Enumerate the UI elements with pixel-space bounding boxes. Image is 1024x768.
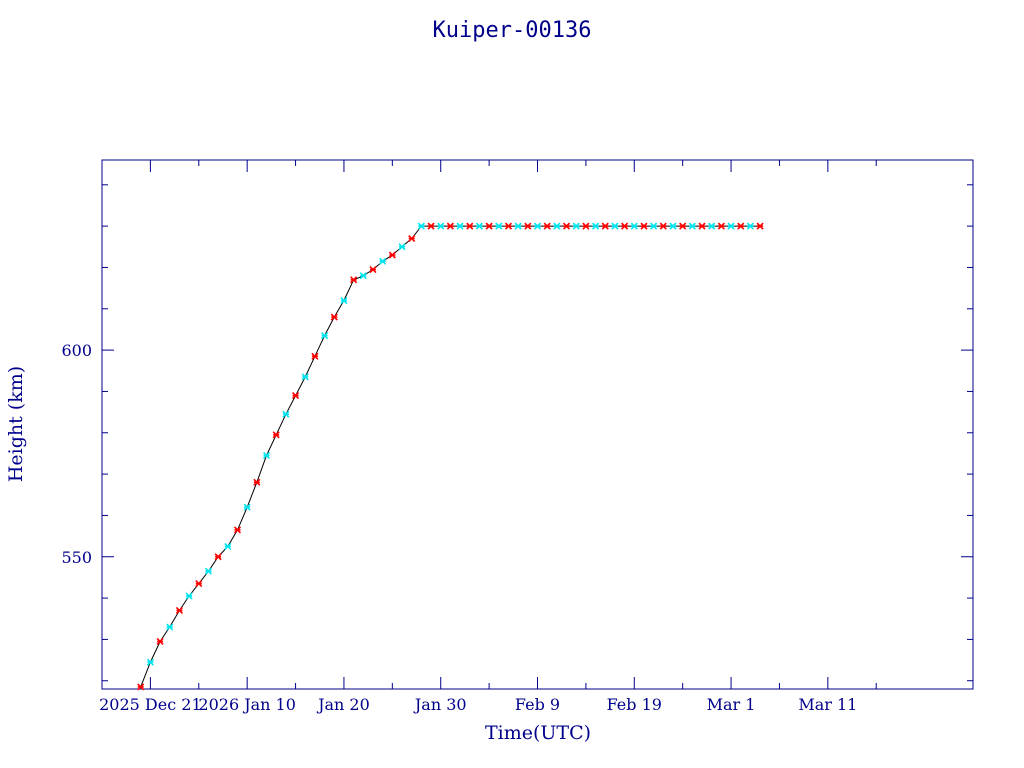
data-point	[204, 567, 213, 575]
data-point	[446, 222, 454, 230]
y-axis-ticks: 550 600	[61, 184, 973, 682]
data-point	[146, 658, 154, 666]
chart-title: Kuiper-00136	[433, 18, 592, 43]
data-point	[630, 222, 638, 230]
data-point	[582, 222, 590, 230]
data-point	[543, 222, 551, 230]
data-point	[359, 272, 367, 280]
data-point	[708, 222, 716, 230]
data-point	[650, 222, 658, 230]
data-point	[456, 222, 464, 230]
x-tick-label: Mar 11	[798, 695, 857, 714]
data-point	[553, 222, 561, 230]
data-point	[679, 222, 687, 230]
plot-frame	[101, 159, 974, 690]
data-point	[272, 431, 280, 439]
data-point	[369, 265, 377, 274]
data-point	[717, 222, 725, 230]
data-point	[659, 222, 667, 230]
data-point	[504, 222, 513, 230]
x-tick-label: Feb 19	[607, 695, 662, 714]
data-point	[621, 222, 629, 230]
data-point	[727, 222, 735, 230]
data-point	[466, 222, 474, 230]
x-tick-label: Feb 9	[515, 695, 560, 714]
data-point	[562, 222, 571, 230]
y-axis-label: Height (km)	[5, 366, 27, 482]
data-point	[388, 251, 396, 259]
x-tick-label: Mar 1	[707, 695, 756, 714]
data-point	[417, 222, 425, 230]
data-point	[737, 222, 745, 230]
y-tick-label: 600	[61, 341, 92, 360]
data-point	[253, 478, 261, 486]
data-point	[524, 222, 532, 230]
x-tick-label: 2025 Dec 21	[99, 695, 202, 714]
data-point	[437, 222, 445, 230]
series-layer	[137, 222, 764, 691]
data-point	[572, 222, 580, 230]
data-point	[495, 222, 503, 230]
data-point	[350, 276, 358, 284]
x-tick-label: Jan 30	[413, 695, 467, 714]
data-point	[262, 451, 271, 460]
data-point	[185, 592, 193, 600]
data-point	[601, 222, 609, 230]
data-point	[330, 313, 338, 321]
data-point	[533, 222, 542, 230]
data-point	[475, 222, 483, 230]
data-point	[640, 222, 648, 230]
data-point	[746, 222, 754, 230]
data-point	[301, 373, 309, 381]
data-point	[398, 243, 406, 251]
x-tick-label: 2026 Jan 10	[198, 695, 296, 714]
data-point	[427, 222, 435, 230]
data-point	[321, 332, 329, 340]
data-point	[214, 553, 222, 561]
data-point	[698, 222, 706, 230]
x-axis-label: Time(UTC)	[485, 722, 591, 744]
data-point	[282, 410, 290, 418]
data-point	[233, 526, 242, 534]
data-point	[243, 503, 251, 511]
data-point	[379, 257, 387, 265]
data-point	[592, 222, 600, 230]
data-point	[514, 222, 522, 230]
series-line	[140, 225, 761, 688]
data-point	[669, 222, 677, 230]
data-point	[408, 234, 416, 243]
data-point	[340, 296, 348, 305]
data-point	[166, 623, 174, 631]
x-tick-label: Jan 20	[316, 695, 370, 714]
data-point	[224, 542, 232, 550]
data-point	[195, 580, 203, 588]
data-point	[688, 222, 696, 230]
data-point	[137, 683, 145, 691]
data-point	[175, 606, 183, 615]
data-point	[756, 222, 764, 230]
data-point	[311, 352, 319, 360]
data-point	[156, 637, 164, 646]
data-point	[291, 392, 300, 400]
data-point	[611, 222, 619, 230]
data-point	[485, 222, 493, 230]
y-tick-label: 550	[61, 548, 92, 567]
